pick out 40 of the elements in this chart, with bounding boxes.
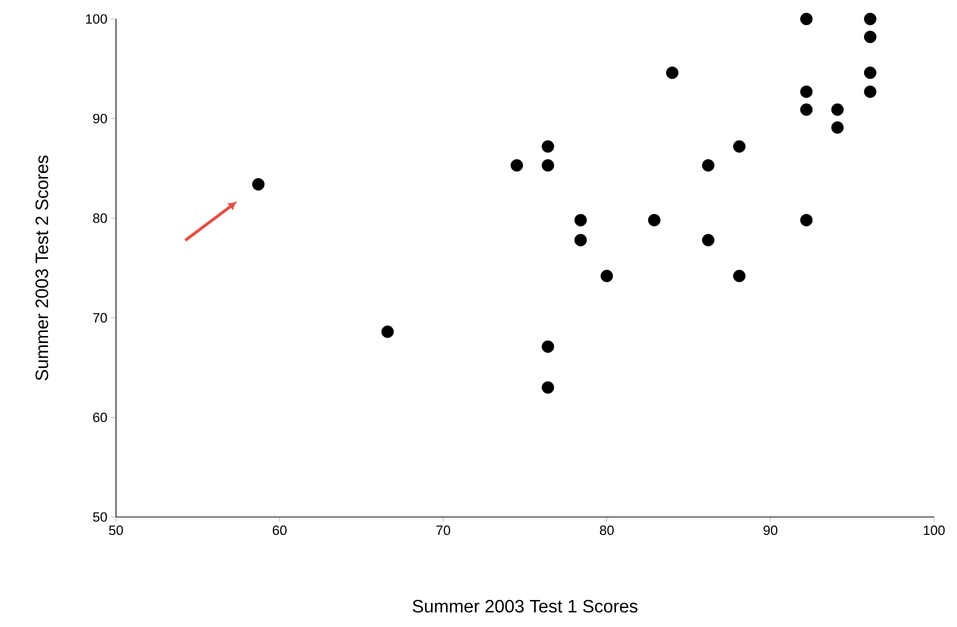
point (648, 214, 660, 226)
point (666, 66, 678, 79)
point (800, 85, 813, 98)
y-tick-label: 50 (93, 512, 107, 522)
x-tick-label: 70 (436, 526, 450, 536)
point (542, 340, 554, 353)
point (381, 326, 394, 338)
point (542, 159, 554, 172)
point (574, 214, 587, 226)
point (733, 140, 746, 153)
point (702, 159, 714, 172)
x-axis-title: Summer 2003 Test 1 Scores (412, 600, 638, 613)
y-tick-label: 100 (86, 14, 107, 24)
x-tick-label: 100 (924, 526, 945, 536)
y-tick-label: 90 (93, 114, 107, 124)
point (542, 140, 554, 153)
point (702, 234, 714, 246)
point (733, 270, 746, 282)
point (542, 381, 554, 394)
point (510, 159, 524, 172)
x-tick-label: 90 (764, 526, 778, 536)
point (574, 234, 587, 246)
x-tick-label: 80 (600, 526, 614, 536)
point (600, 270, 614, 282)
point (831, 121, 844, 134)
point (800, 12, 813, 26)
point (864, 30, 876, 44)
y-tick-label: 80 (93, 213, 107, 223)
point (831, 103, 844, 116)
point (864, 66, 876, 79)
point (252, 178, 265, 191)
y-tick-label: 60 (93, 412, 107, 422)
y-tick-label: 70 (93, 313, 107, 323)
x-tick-label: 50 (109, 526, 123, 536)
point (800, 103, 813, 116)
point (864, 12, 876, 26)
point (800, 214, 813, 226)
y-axis-title: Summer 2003 Test 2 Scores (36, 156, 48, 380)
point (864, 85, 876, 98)
x-tick-label: 60 (272, 526, 287, 536)
